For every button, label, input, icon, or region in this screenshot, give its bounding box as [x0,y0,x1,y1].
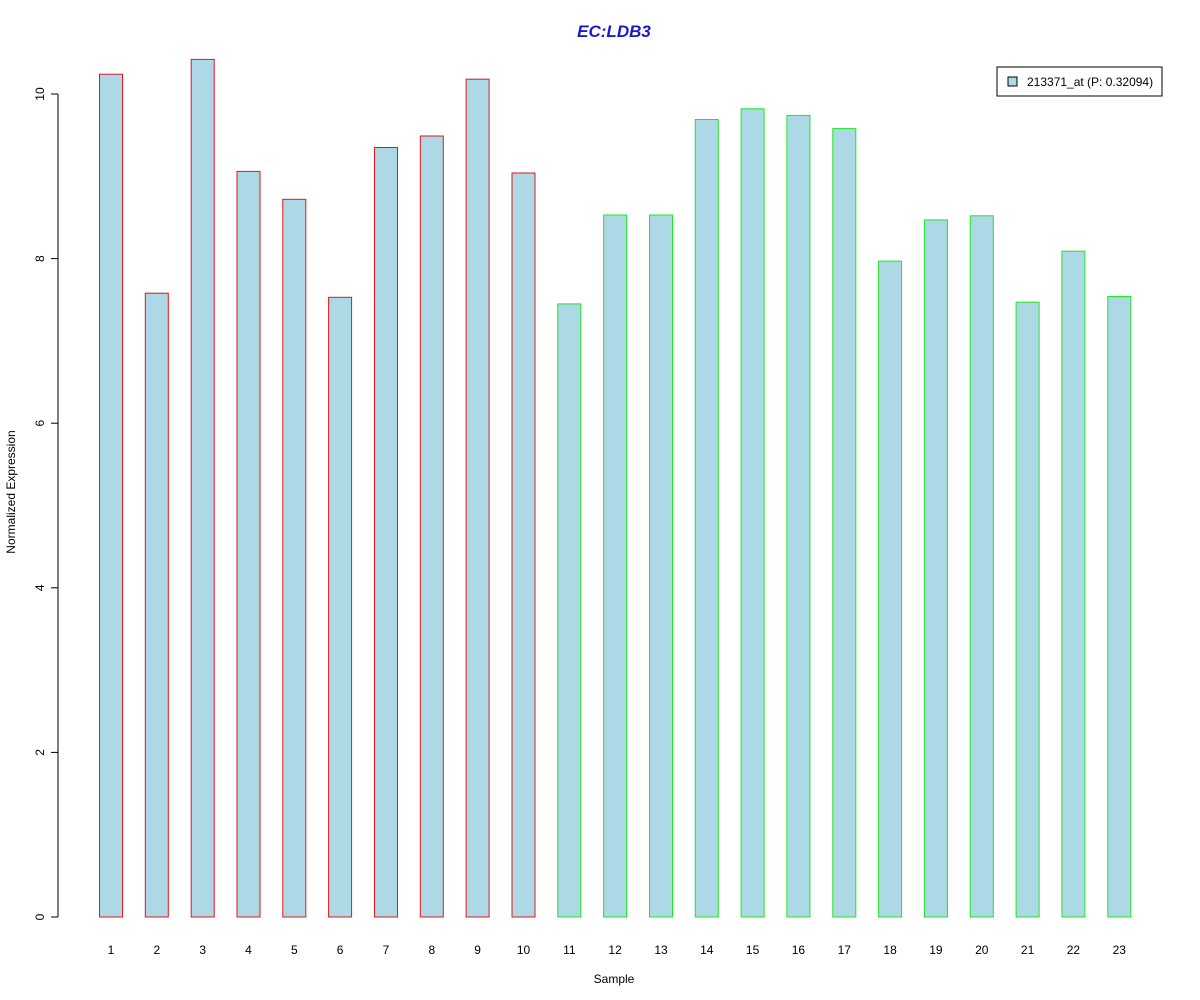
legend-entry: 213371_at (P: 0.32094) [1027,75,1153,89]
y-tick-label: 8 [33,255,47,262]
x-tick-label: 8 [428,943,435,957]
bar-sample-21 [1015,301,1040,918]
y-tick-label: 2 [33,749,47,756]
bar-sample-14 [694,119,719,918]
bar-sample-23 [1107,296,1132,918]
x-tick-label: 13 [654,943,668,957]
bar-sample-17 [832,128,857,918]
bar-sample-13 [649,214,673,918]
x-tick-label: 18 [883,943,897,957]
y-tick-label: 6 [33,420,47,427]
x-tick-label: 23 [1113,943,1127,957]
x-tick-labels: 1 2 3 4 5 6 7 8 9 10 11 12 13 14 15 16 17 18 19 20 21 22 23 [108,943,1127,957]
x-tick-label: 22 [1067,943,1081,957]
x-tick-label: 4 [245,943,252,957]
chart-title: EC:LDB3 [577,22,651,41]
x-tick-label: 19 [929,943,943,957]
bar-sample-18 [878,260,903,918]
x-tick-label: 12 [608,943,622,957]
bar-sample-22 [1061,250,1086,918]
bar-sample-12 [603,214,628,918]
bar-sample-3 [190,58,215,918]
bar-sample-4 [236,170,261,918]
x-tick-label: 10 [517,943,531,957]
x-tick-label: 11 [563,943,576,957]
x-tick-label: 15 [746,943,760,957]
x-tick-label: 17 [838,943,852,957]
bar-sample-1 [99,73,123,918]
legend: 213371_at (P: 0.32094) [996,66,1163,97]
x-tick-label: 14 [700,943,714,957]
bar-sample-5 [282,198,307,918]
bar-sample-10 [511,172,536,918]
x-tick-label: 16 [792,943,806,957]
bar-sample-15 [740,108,765,918]
y-tick-label: 0 [33,913,47,920]
bar-sample-16 [786,114,811,918]
x-tick-label: 5 [291,943,298,957]
x-tick-label: 20 [975,943,989,957]
y-tick-label: 10 [33,87,47,101]
x-tick-label: 6 [337,943,344,957]
bar-sample-8 [419,135,444,918]
x-tick-label: 7 [383,943,390,957]
legend-box [996,66,1163,97]
bar-sample-2 [144,292,169,918]
bar-sample-19 [923,219,948,918]
x-tick-label: 2 [153,943,160,957]
bar-sample-20 [969,215,994,918]
y-axis-label: Normalized Expression [4,430,18,553]
x-tick-label: 9 [474,943,481,957]
x-tick-label: 21 [1021,943,1035,957]
bar-sample-7 [374,147,398,918]
bar-sample-9 [465,78,490,918]
x-axis-label: Sample [594,972,635,986]
x-tick-label: 1 [108,943,115,957]
legend-swatch [1007,76,1018,87]
bar-sample-11 [557,303,582,918]
y-tick-label: 4 [33,584,47,591]
x-tick-label: 3 [199,943,206,957]
bars [99,58,1132,918]
bar-sample-6 [328,296,353,918]
y-axis: 0 2 4 6 8 10 [33,87,59,920]
